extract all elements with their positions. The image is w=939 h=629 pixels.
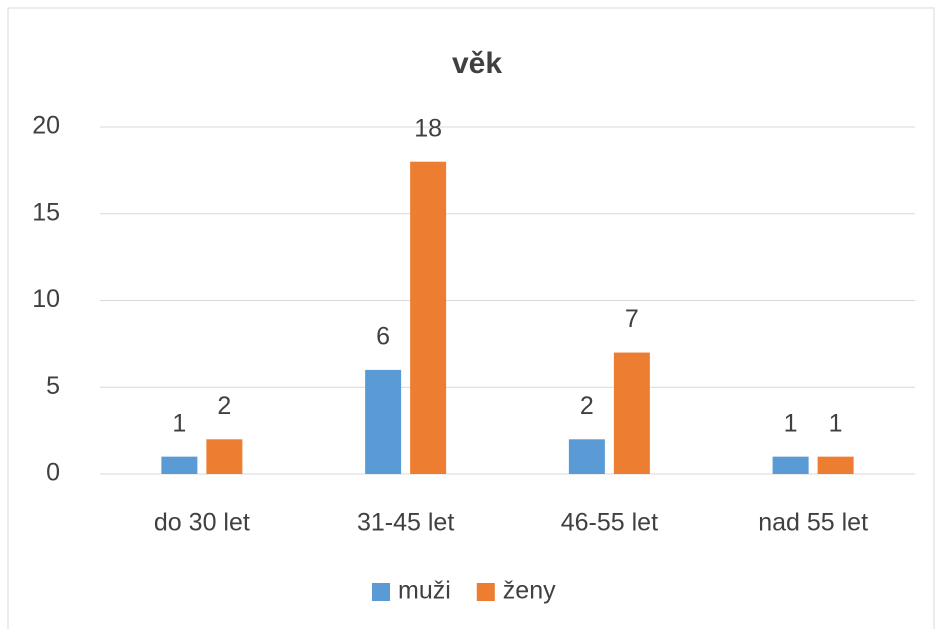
y-tick-label: 20 — [32, 112, 60, 140]
bar — [772, 456, 809, 474]
x-tick-label: 46-55 let — [561, 509, 658, 537]
bar — [568, 439, 605, 474]
data-label: 2 — [217, 392, 231, 420]
bar — [161, 456, 198, 474]
legend-swatch — [372, 583, 390, 601]
data-label: 18 — [414, 114, 442, 142]
y-tick-label: 15 — [32, 198, 60, 226]
data-label: 1 — [784, 409, 798, 437]
legend-label: muži — [398, 577, 451, 605]
data-label: 2 — [580, 392, 594, 420]
x-tick-label: 31-45 let — [357, 509, 454, 537]
legend-swatch — [476, 583, 495, 601]
y-tick-label: 0 — [46, 459, 60, 487]
bar — [206, 439, 243, 474]
x-tick-label: nad 55 let — [758, 509, 868, 537]
chart-title: věk — [452, 47, 502, 80]
data-label: 1 — [172, 409, 186, 437]
data-label: 7 — [625, 305, 639, 333]
chart-border — [7, 7, 935, 629]
data-label: 6 — [376, 323, 390, 351]
y-tick-label: 10 — [32, 285, 60, 313]
x-tick-label: do 30 let — [154, 509, 250, 537]
bar — [365, 369, 402, 474]
bar — [613, 352, 650, 474]
bar — [817, 456, 854, 474]
y-tick-label: 5 — [46, 372, 60, 400]
bar — [410, 161, 447, 474]
data-label: 1 — [829, 409, 843, 437]
legend-label: ženy — [503, 577, 556, 605]
